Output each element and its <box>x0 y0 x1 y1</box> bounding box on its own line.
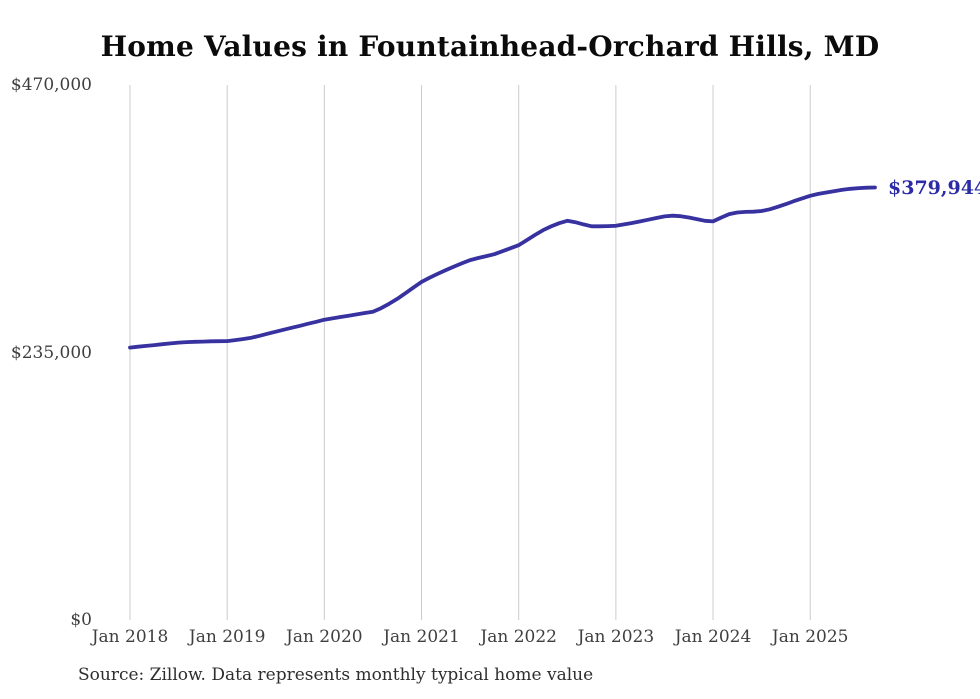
y-axis-tick-label-middle: $235,000 <box>10 342 92 363</box>
y-axis-tick-label-top: $470,000 <box>10 75 92 95</box>
source-note: Source: Zillow. Data represents monthly … <box>78 665 594 685</box>
y-axis-tick-label-zero: $0 <box>70 610 92 630</box>
home-value-line <box>128 185 877 350</box>
x-axis-tick-jan-2023: Jan 2023 <box>577 627 655 647</box>
x-axis-tick-jan-2021: Jan 2021 <box>383 627 460 647</box>
x-axis-tick-jan-2019: Jan 2019 <box>188 627 266 647</box>
chart-title: Home Values in Fountainhead-Orchard Hill… <box>100 30 880 63</box>
x-axis-tick-jan-2024: Jan 2024 <box>674 627 752 647</box>
x-axis-tick-jan-2018: Jan 2018 <box>91 627 169 647</box>
x-axis-tick-jan-2020: Jan 2020 <box>286 627 363 647</box>
x-axis-tick-jan-2022: Jan 2022 <box>480 627 557 647</box>
x-axis-tick-jan-2025: Jan 2025 <box>771 627 849 647</box>
latest-value-label: $379,944 <box>888 176 980 199</box>
